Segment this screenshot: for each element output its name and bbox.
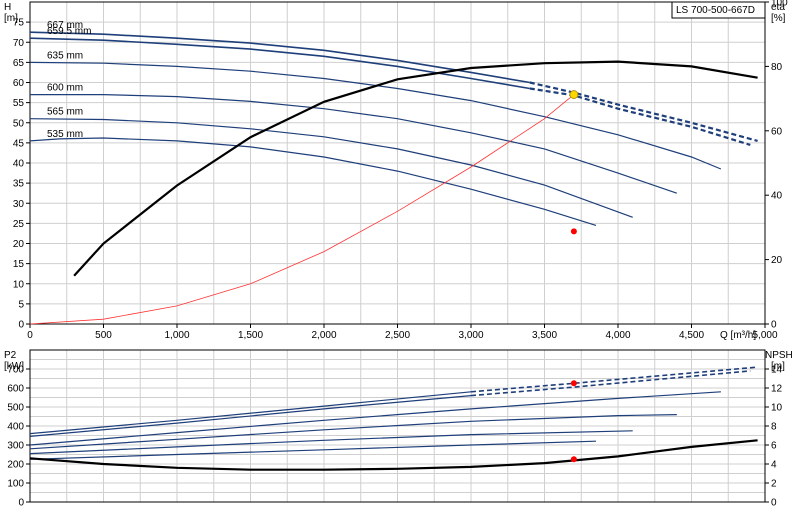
eta-tick-label: 0 (771, 320, 777, 331)
h-tick-label: 55 (13, 98, 25, 109)
h-tick-label: 45 (13, 138, 25, 149)
p2-tick-label: 100 (7, 479, 24, 490)
npsh-tick-label: 6 (771, 441, 777, 452)
p2-tick-label: 200 (7, 460, 24, 471)
head-curve (29, 61, 722, 170)
x-tick-label: 4,000 (605, 330, 630, 341)
h-tick-label: 40 (13, 159, 25, 170)
power-curve-extension (470, 370, 751, 397)
npsh-tick-label: 8 (771, 422, 777, 433)
head-curve (29, 137, 597, 226)
impeller-diameter-label: 565 mm (47, 107, 83, 118)
bottom-right-axis-name: NPSH (765, 350, 793, 361)
duty-point-marker (570, 228, 577, 235)
h-tick-label: 20 (13, 239, 25, 250)
x-tick-label: 1,000 (164, 330, 189, 341)
eta-tick-label: 40 (771, 191, 783, 202)
npsh-tick-label: 12 (771, 384, 783, 395)
power-curve (29, 395, 472, 437)
p2-tick-label: 600 (7, 384, 24, 395)
impeller-diameter-label: 535 mm (47, 129, 83, 140)
x-tick-label: 2,500 (385, 330, 410, 341)
x-tick-label: 3,500 (532, 330, 557, 341)
eta-tick-label: 100 (771, 0, 788, 9)
x-tick-label: 500 (95, 330, 112, 341)
npsh-tick-label: 14 (771, 365, 783, 376)
h-tick-label: 10 (13, 279, 25, 290)
power-curve (29, 414, 677, 450)
h-tick-label: 75 (13, 18, 25, 29)
h-tick-label: 70 (13, 38, 25, 49)
top-left-axis-unit: [m] (4, 13, 18, 24)
axis-ticks: 0 500 1,000 1,500 2,000 2,500 3,000 3,500 4,000 4… (7, 0, 788, 509)
p2-tick-label: 300 (7, 441, 24, 452)
head-curve (29, 118, 633, 218)
p2-tick-label: 500 (7, 403, 24, 414)
model-label: LS 700-500-667D (676, 5, 755, 16)
impeller-diameter-label: 667 mm (47, 20, 83, 31)
eta-tick-label: 60 (771, 126, 783, 137)
power-curve (29, 391, 721, 446)
duty-point-marker (569, 90, 579, 99)
head-curve (30, 93, 677, 194)
x-tick-label: 5,000 (752, 330, 777, 341)
bottom-left-axis-unit: [kW] (4, 361, 24, 372)
h-tick-label: 15 (13, 259, 25, 270)
h-tick-label: 25 (13, 219, 25, 230)
top-grid (29, 1, 766, 325)
x-tick-label: 1,500 (238, 330, 263, 341)
h-tick-label: 65 (13, 58, 25, 69)
head-curve-extension (529, 87, 751, 146)
top-left-axis-name: H (4, 2, 11, 13)
x-tick-label: 3,000 (458, 330, 483, 341)
eta-tick-label: 80 (771, 62, 783, 73)
h-tick-label: 30 (13, 199, 25, 210)
h-tick-label: 60 (13, 78, 25, 89)
head-curve (29, 37, 530, 90)
top-right-axis-name: eta (771, 2, 785, 13)
power-curve (29, 391, 472, 435)
bottom-left-axis-name: P2 (4, 350, 17, 361)
p2-tick-label: 0 (18, 498, 24, 509)
bottom-right-axis-unit: [m] (771, 361, 785, 372)
head-curve-extension (529, 81, 758, 142)
x-tick-label: 4,500 (679, 330, 704, 341)
p2-tick-label: 400 (7, 422, 24, 433)
h-tick-label: 35 (13, 179, 25, 190)
npsh-tick-label: 0 (771, 498, 777, 509)
system-curve (29, 94, 575, 325)
duty-point-marker (570, 456, 577, 463)
h-tick-label: 5 (18, 299, 24, 310)
duty-point-marker (570, 380, 577, 387)
x-axis-label: Q [m³/h] (720, 330, 756, 341)
npsh-curve (29, 439, 758, 471)
power-curve (29, 430, 633, 455)
x-tick-label: 2,000 (311, 330, 336, 341)
impeller-diameter-label: 635 mm (47, 50, 83, 61)
power-curve-extension (470, 366, 758, 393)
power-curve (29, 440, 597, 460)
model-label-box (671, 1, 766, 19)
npsh-tick-label: 10 (771, 403, 783, 414)
p2-tick-label: 700 (7, 365, 24, 376)
x-tick-label: 0 (27, 330, 33, 341)
top-right-axis-unit: [%] (771, 13, 786, 24)
h-tick-label: 50 (13, 118, 25, 129)
efficiency-curve (73, 60, 758, 277)
h-tick-label: 0 (18, 320, 24, 331)
npsh-tick-label: 2 (771, 479, 777, 490)
npsh-tick-label: 4 (771, 460, 777, 471)
bottom-curves (29, 366, 758, 471)
impeller-diameter-label: 600 mm (47, 83, 83, 94)
eta-tick-label: 20 (771, 255, 783, 266)
impeller-diameter-label: 659.5 mm (47, 26, 91, 37)
